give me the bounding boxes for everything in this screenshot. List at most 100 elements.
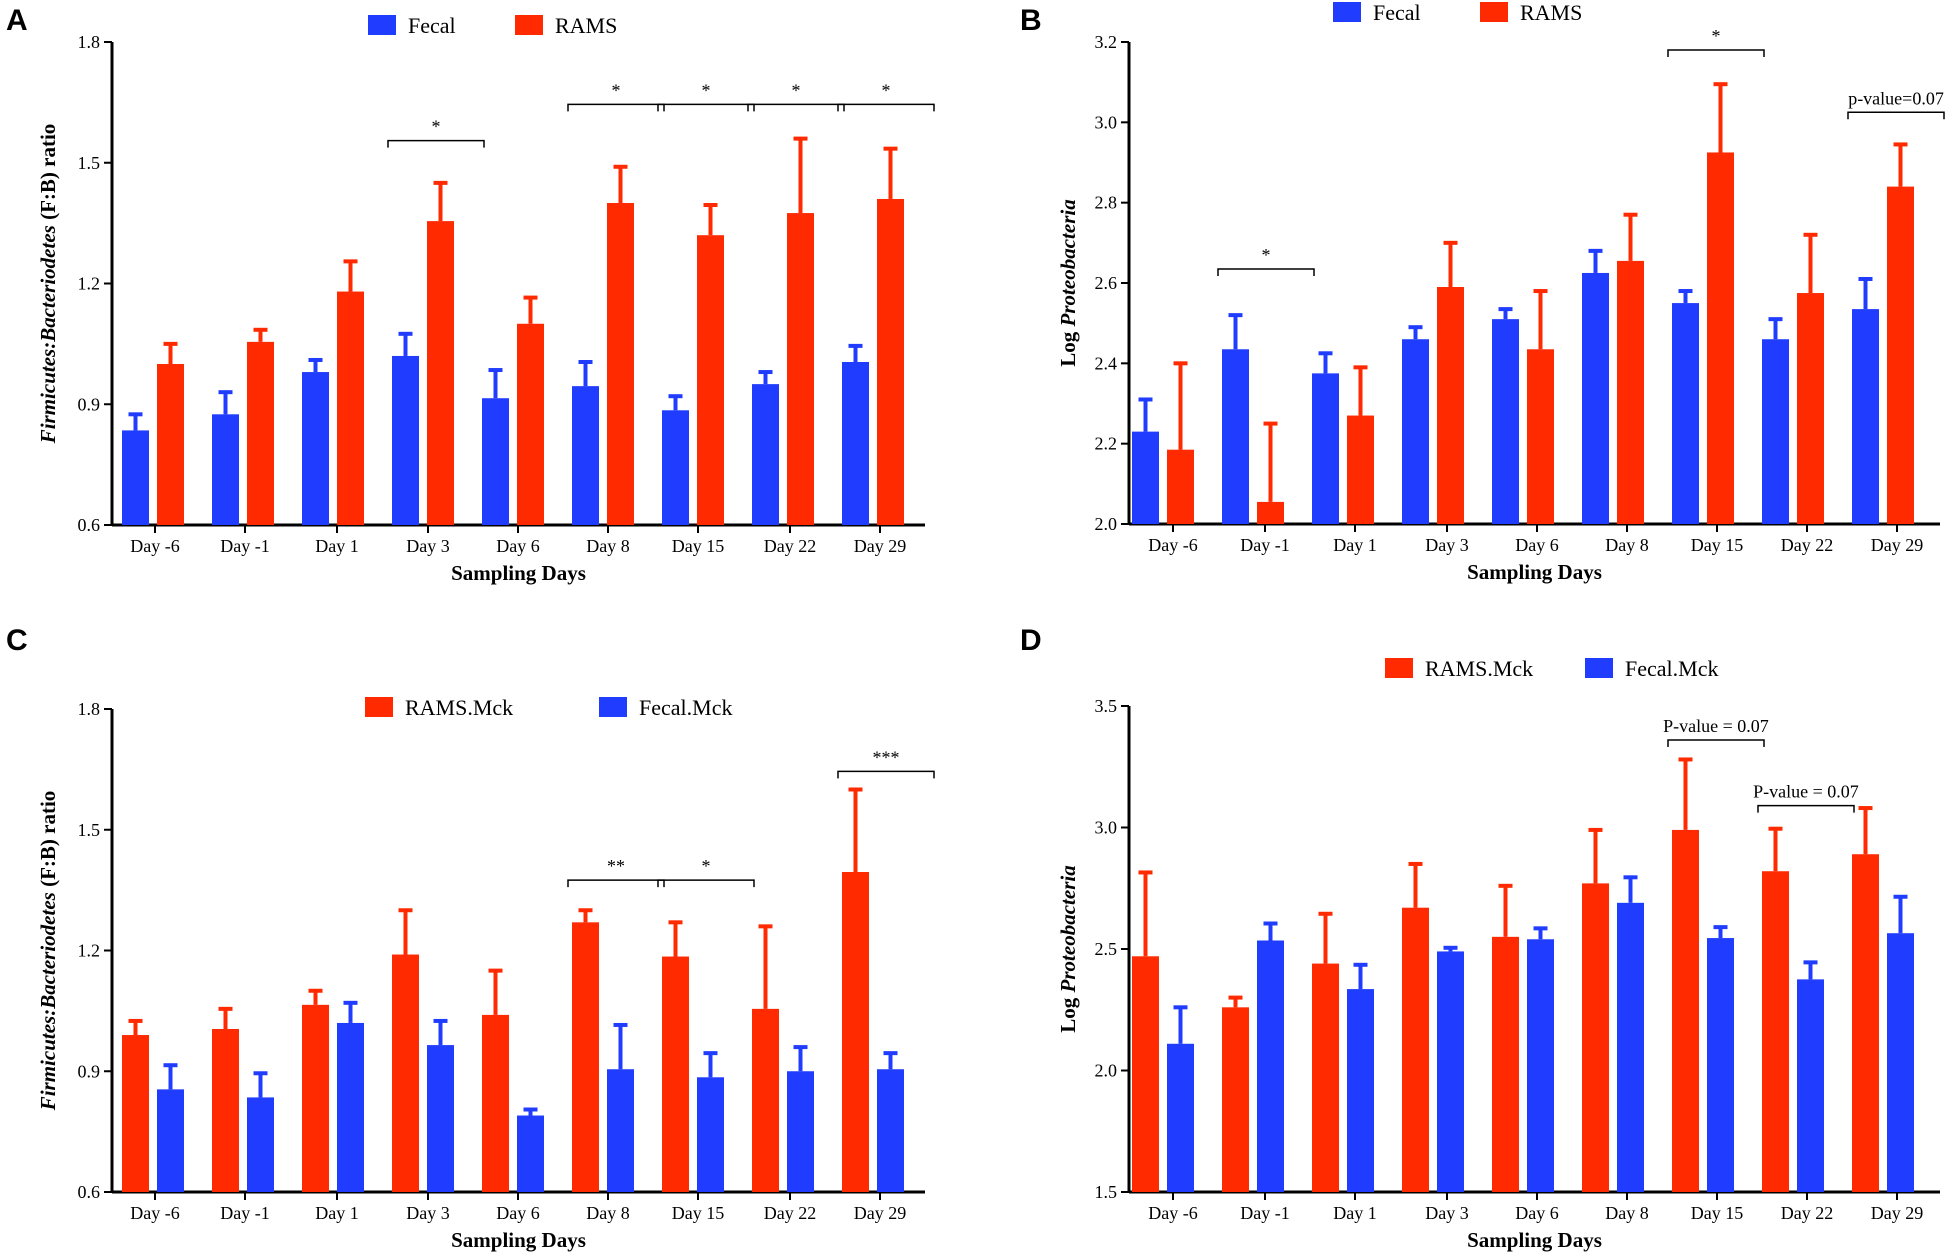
x-tick-label: Day 1 — [1333, 535, 1377, 555]
x-tick-label: Day -1 — [220, 536, 269, 556]
bar-rams — [1167, 449, 1194, 524]
x-axis-title: Sampling Days — [451, 561, 586, 585]
bar-fecal — [122, 430, 149, 525]
bar-fecal-mck — [1527, 939, 1554, 1192]
bar-rams — [1617, 260, 1644, 524]
y-axis-title-italic: Proteobacteria — [1056, 199, 1080, 327]
y-tick-label: 3.2 — [1095, 32, 1118, 52]
x-tick-label: Day 8 — [1605, 535, 1649, 555]
bar-rams-mck — [662, 956, 689, 1192]
y-axis-title-prefix: Log — [1056, 326, 1080, 366]
y-tick-label: 3.0 — [1095, 818, 1118, 838]
x-tick-label: Day 22 — [764, 536, 817, 556]
y-tick-label: 2.6 — [1095, 273, 1118, 293]
y-tick-label: 1.2 — [78, 941, 101, 961]
legend-swatch — [599, 697, 627, 717]
significance-label: * — [792, 80, 801, 100]
y-tick-label: 1.8 — [78, 699, 101, 719]
bar-rams-mck — [1132, 956, 1159, 1192]
bar-fecal-mck — [247, 1097, 274, 1192]
bar-rams — [697, 235, 724, 525]
bar-rams-mck — [482, 1014, 509, 1192]
significance-label: ** — [607, 856, 625, 876]
x-tick-label: Day 6 — [496, 536, 540, 556]
legend-label: RAMS — [555, 13, 617, 38]
significance-bracket — [1217, 268, 1315, 276]
bar-rams — [1257, 501, 1284, 524]
significance-label: * — [1712, 26, 1721, 46]
significance-bracket — [1847, 111, 1945, 120]
bar-fecal — [392, 355, 419, 525]
significance-label: P-value = 0.07 — [1663, 716, 1769, 736]
x-tick-label: Day 29 — [854, 1203, 907, 1223]
bar-fecal-mck — [427, 1045, 454, 1192]
x-tick-label: Day -6 — [130, 1203, 179, 1223]
y-tick-label: 2.5 — [1095, 939, 1118, 959]
legend-label: RAMS — [1520, 0, 1582, 25]
significance-bracket — [1757, 804, 1855, 813]
bar-rams-mck — [1222, 1007, 1249, 1192]
bar-rams — [787, 213, 814, 525]
bar-rams-mck — [1582, 883, 1609, 1192]
x-tick-label: Day 29 — [854, 536, 907, 556]
bar-fecal-mck — [1167, 1043, 1194, 1192]
bar-fecal-mck — [1347, 989, 1374, 1192]
bar-fecal-mck — [787, 1071, 814, 1192]
y-axis-title: Log Proteobacteria — [1056, 865, 1080, 1032]
significance-bracket — [567, 879, 665, 888]
x-tick-label: Day 15 — [1691, 1203, 1744, 1223]
bar-fecal-mck — [337, 1022, 364, 1192]
y-axis-title-prefix: Log — [1056, 992, 1080, 1032]
x-tick-label: Day 3 — [1425, 1203, 1469, 1223]
x-tick-label: Day 29 — [1871, 535, 1924, 555]
y-tick-label: 2.0 — [1095, 1061, 1118, 1081]
legend-label: RAMS.Mck — [405, 695, 513, 720]
legend-label: Fecal.Mck — [1625, 656, 1718, 681]
bar-rams — [157, 364, 184, 525]
y-axis-title: Firmicutes:Bacteriodetes (F:B) ratio — [36, 791, 60, 1112]
bar-fecal — [1672, 303, 1699, 524]
bar-rams — [1437, 287, 1464, 524]
bar-fecal — [662, 410, 689, 525]
x-tick-label: Day 3 — [1425, 535, 1469, 555]
bar-fecal — [752, 384, 779, 525]
x-tick-label: Day 1 — [315, 1203, 359, 1223]
significance-bracket — [657, 879, 755, 888]
y-tick-label: 0.9 — [78, 1061, 101, 1081]
significance-bracket — [387, 139, 485, 148]
x-tick-label: Day -1 — [1240, 1203, 1289, 1223]
bar-rams-mck — [1852, 854, 1879, 1192]
bar-rams-mck — [1492, 936, 1519, 1192]
bar-rams — [877, 198, 904, 525]
legend-label: RAMS.Mck — [1425, 656, 1533, 681]
significance-bracket — [837, 103, 935, 112]
legend-swatch — [1480, 2, 1508, 22]
bar-fecal — [572, 386, 599, 525]
bar-fecal — [1132, 431, 1159, 524]
x-tick-label: Day 15 — [1691, 535, 1744, 555]
legend-swatch — [1333, 2, 1361, 22]
legend-swatch — [1585, 658, 1613, 678]
y-tick-label: 2.4 — [1095, 353, 1118, 373]
panel-letter: D — [1020, 624, 1042, 657]
significance-label: * — [1262, 245, 1271, 265]
x-tick-label: Day 1 — [315, 536, 359, 556]
bar-fecal-mck — [1797, 979, 1824, 1192]
bar-rams-mck — [302, 1004, 329, 1192]
significance-label: * — [882, 80, 891, 100]
bar-rams-mck — [1672, 829, 1699, 1192]
bar-rams-mck — [1762, 871, 1789, 1192]
x-tick-label: Day 1 — [1333, 1203, 1377, 1223]
x-tick-label: Day 8 — [586, 536, 630, 556]
y-axis-title-rest: (F:B) ratio — [36, 791, 60, 892]
bar-fecal-mck — [697, 1077, 724, 1192]
bar-fecal — [482, 398, 509, 525]
y-tick-label: 1.5 — [78, 820, 101, 840]
x-tick-label: Day 8 — [1605, 1203, 1649, 1223]
bar-fecal-mck — [517, 1115, 544, 1192]
bar-rams — [427, 221, 454, 526]
legend-label: Fecal — [408, 13, 456, 38]
bar-rams — [1707, 152, 1734, 525]
bar-rams-mck — [122, 1035, 149, 1192]
